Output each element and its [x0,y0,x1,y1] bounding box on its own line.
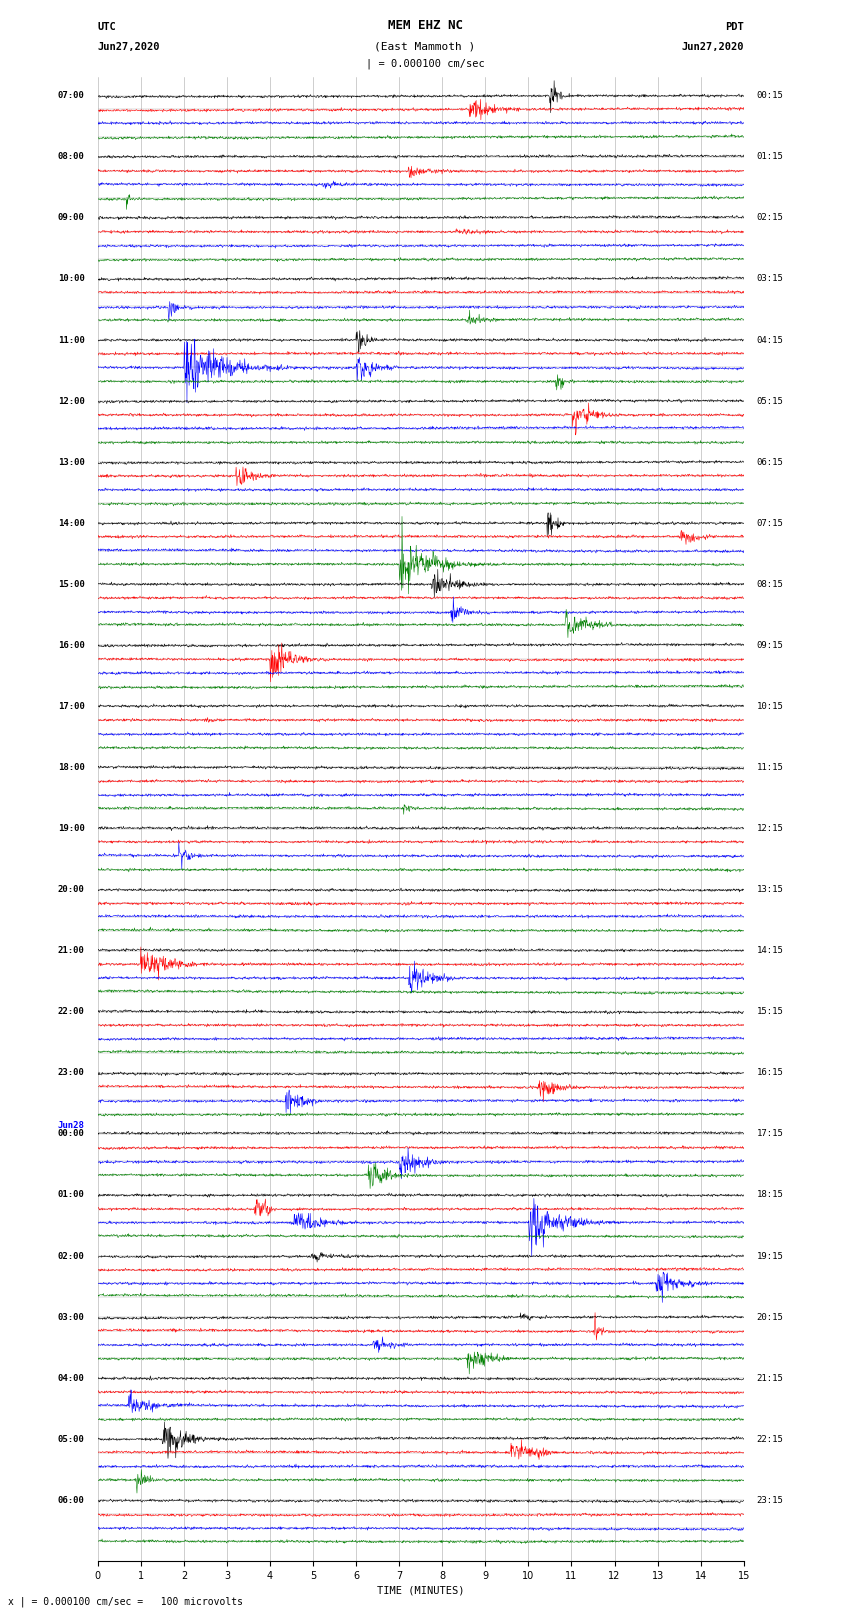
Text: 12:00: 12:00 [58,397,85,405]
Text: 19:00: 19:00 [58,824,85,832]
Text: 10:15: 10:15 [756,702,784,711]
Text: 05:15: 05:15 [756,397,784,405]
X-axis label: TIME (MINUTES): TIME (MINUTES) [377,1586,464,1595]
Text: 01:15: 01:15 [756,152,784,161]
Text: 05:00: 05:00 [58,1434,85,1444]
Text: 09:15: 09:15 [756,640,784,650]
Text: 22:00: 22:00 [58,1007,85,1016]
Text: 08:00: 08:00 [58,152,85,161]
Text: 02:00: 02:00 [58,1252,85,1260]
Text: 10:00: 10:00 [58,274,85,284]
Text: 20:00: 20:00 [58,886,85,894]
Text: 16:15: 16:15 [756,1068,784,1077]
Text: Jun27,2020: Jun27,2020 [681,42,744,52]
Text: 14:15: 14:15 [756,947,784,955]
Text: 18:15: 18:15 [756,1190,784,1200]
Text: 22:15: 22:15 [756,1434,784,1444]
Text: 09:00: 09:00 [58,213,85,223]
Text: PDT: PDT [725,23,744,32]
Text: 21:15: 21:15 [756,1374,784,1382]
Text: 01:00: 01:00 [58,1190,85,1200]
Text: 07:15: 07:15 [756,519,784,527]
Text: Jun27,2020: Jun27,2020 [98,42,161,52]
Text: 08:15: 08:15 [756,579,784,589]
Text: 00:15: 00:15 [756,92,784,100]
Text: 13:00: 13:00 [58,458,85,466]
Text: 00:00: 00:00 [58,1129,85,1139]
Text: Jun28: Jun28 [58,1121,85,1129]
Text: 21:00: 21:00 [58,947,85,955]
Text: | = 0.000100 cm/sec: | = 0.000100 cm/sec [366,58,484,69]
Text: 12:15: 12:15 [756,824,784,832]
Text: 06:00: 06:00 [58,1495,85,1505]
Text: 02:15: 02:15 [756,213,784,223]
Text: 07:00: 07:00 [58,92,85,100]
Text: 13:15: 13:15 [756,886,784,894]
Text: (East Mammoth ): (East Mammoth ) [374,42,476,52]
Text: 17:00: 17:00 [58,702,85,711]
Text: MEM EHZ NC: MEM EHZ NC [388,19,462,32]
Text: 11:00: 11:00 [58,336,85,345]
Text: 06:15: 06:15 [756,458,784,466]
Text: 15:15: 15:15 [756,1007,784,1016]
Text: 16:00: 16:00 [58,640,85,650]
Text: 23:00: 23:00 [58,1068,85,1077]
Text: 03:00: 03:00 [58,1313,85,1321]
Text: 19:15: 19:15 [756,1252,784,1260]
Text: 11:15: 11:15 [756,763,784,773]
Text: 20:15: 20:15 [756,1313,784,1321]
Text: UTC: UTC [98,23,116,32]
Text: 15:00: 15:00 [58,579,85,589]
Text: 14:00: 14:00 [58,519,85,527]
Text: x | = 0.000100 cm/sec =   100 microvolts: x | = 0.000100 cm/sec = 100 microvolts [8,1595,243,1607]
Text: 04:15: 04:15 [756,336,784,345]
Text: 03:15: 03:15 [756,274,784,284]
Text: 18:00: 18:00 [58,763,85,773]
Text: 04:00: 04:00 [58,1374,85,1382]
Text: 23:15: 23:15 [756,1495,784,1505]
Text: 17:15: 17:15 [756,1129,784,1139]
